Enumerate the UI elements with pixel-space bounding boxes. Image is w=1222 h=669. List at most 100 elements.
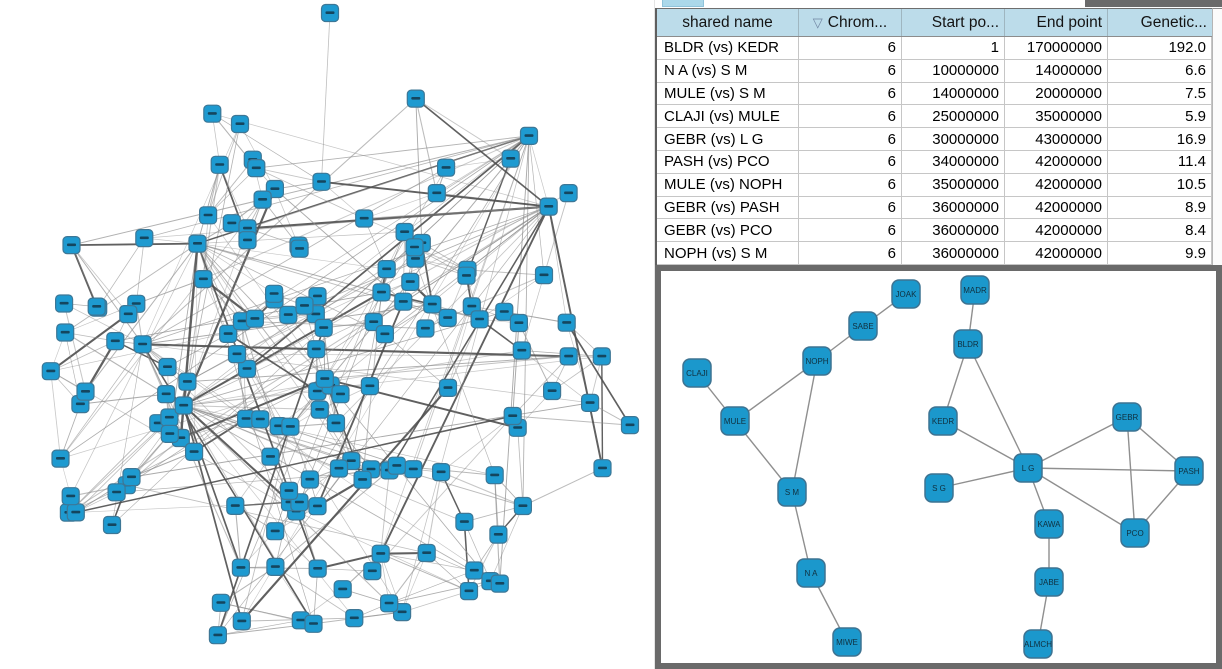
network-edge[interactable] — [371, 206, 550, 572]
network-node[interactable] — [375, 325, 394, 344]
network-edge[interactable] — [60, 344, 143, 459]
network-edge[interactable] — [317, 552, 381, 570]
network-edge[interactable] — [415, 98, 423, 244]
network-edge[interactable] — [219, 164, 248, 229]
network-node[interactable] — [503, 406, 522, 426]
network-node[interactable]: PCO — [1120, 518, 1150, 548]
network-node[interactable] — [56, 323, 75, 342]
network-node[interactable] — [231, 558, 250, 577]
network-edge[interactable] — [71, 244, 144, 345]
table-row[interactable]: BLDR (vs) KEDR 6 1 170000000 192.0 — [657, 37, 1212, 60]
network-node[interactable] — [519, 126, 539, 146]
network-edge[interactable] — [71, 244, 129, 315]
network-node[interactable] — [237, 359, 257, 378]
network-edge[interactable] — [126, 484, 427, 554]
network-node[interactable] — [261, 447, 280, 466]
network-edge[interactable] — [401, 135, 530, 613]
network-edge[interactable] — [464, 521, 491, 582]
column-header-genetic[interactable]: Genetic... — [1108, 9, 1212, 36]
network-edge[interactable] — [70, 243, 198, 497]
network-edge[interactable] — [60, 199, 263, 459]
network-node[interactable]: N A — [796, 558, 826, 588]
network-node[interactable] — [559, 347, 578, 366]
network-edge[interactable] — [203, 135, 530, 280]
column-header-end-point[interactable]: End point — [1005, 9, 1108, 36]
network-edge[interactable] — [246, 368, 280, 427]
network-node[interactable] — [203, 104, 222, 123]
network-node[interactable] — [438, 378, 458, 397]
network-edge[interactable] — [330, 206, 549, 386]
network-node[interactable] — [245, 309, 264, 328]
network-node[interactable] — [107, 483, 126, 502]
network-node[interactable] — [247, 159, 266, 178]
dense-network-canvas[interactable] — [0, 0, 655, 669]
network-edge[interactable] — [63, 303, 143, 345]
network-node[interactable] — [290, 239, 309, 258]
network-edge[interactable] — [256, 135, 530, 169]
network-node[interactable] — [310, 400, 329, 419]
network-node[interactable] — [490, 574, 509, 593]
network-edge[interactable] — [512, 322, 520, 417]
network-edge[interactable] — [142, 98, 417, 345]
network-node[interactable] — [281, 417, 300, 436]
network-node[interactable] — [501, 149, 520, 168]
network-edge[interactable] — [380, 553, 403, 613]
network-edge[interactable] — [967, 343, 1029, 469]
network-node[interactable] — [539, 197, 558, 216]
network-node[interactable] — [219, 324, 238, 343]
network-node[interactable] — [308, 559, 327, 578]
network-edge[interactable] — [601, 356, 604, 469]
network-edge[interactable] — [380, 135, 530, 554]
table-row[interactable]: MULE (vs) S M 6 14000000 20000000 7.5 — [657, 82, 1212, 106]
network-edge[interactable] — [321, 12, 331, 182]
network-edge[interactable] — [50, 371, 61, 459]
network-edge[interactable] — [75, 415, 513, 514]
network-edge[interactable] — [468, 534, 499, 592]
network-node[interactable] — [157, 385, 176, 404]
network-edge[interactable] — [415, 97, 550, 208]
network-edge[interactable] — [207, 159, 254, 216]
network-node[interactable] — [300, 470, 319, 489]
network-node[interactable] — [372, 283, 391, 302]
network-node[interactable] — [333, 580, 352, 599]
network-node[interactable] — [226, 496, 245, 515]
network-node[interactable] — [353, 470, 372, 489]
network-node[interactable] — [222, 214, 241, 233]
column-header-start-point[interactable]: Start po... — [902, 9, 1005, 36]
network-edge[interactable] — [464, 505, 524, 523]
network-node[interactable] — [580, 393, 600, 412]
network-node[interactable] — [534, 266, 554, 285]
network-node[interactable] — [266, 557, 285, 577]
network-node[interactable] — [210, 155, 229, 174]
network-node[interactable] — [542, 381, 562, 401]
network-edge[interactable] — [528, 135, 550, 207]
network-node[interactable] — [308, 497, 327, 516]
network-edge[interactable] — [274, 188, 299, 246]
network-node[interactable]: MULE — [720, 406, 750, 436]
network-node[interactable] — [371, 544, 390, 563]
network-node[interactable] — [401, 272, 420, 291]
network-edge[interactable] — [1027, 416, 1128, 469]
network-edge[interactable] — [197, 243, 275, 295]
network-edge[interactable] — [504, 311, 567, 324]
network-node[interactable]: ALMCH — [1023, 629, 1053, 659]
network-edge[interactable] — [388, 570, 475, 604]
network-edge[interactable] — [142, 344, 500, 584]
network-edge[interactable] — [479, 274, 545, 320]
network-node[interactable] — [87, 297, 106, 316]
filter-funnel-icon[interactable]: ▽ — [812, 15, 823, 30]
table-row[interactable]: MULE (vs) NOPH 6 35000000 42000000 10.5 — [657, 173, 1212, 197]
network-edge[interactable] — [274, 188, 404, 303]
network-node[interactable] — [232, 612, 251, 631]
table-row[interactable]: NOPH (vs) S M 6 36000000 42000000 9.9 — [657, 242, 1212, 265]
network-node[interactable] — [377, 260, 396, 279]
network-edge[interactable] — [142, 343, 591, 404]
network-edge[interactable] — [183, 311, 505, 406]
network-edge[interactable] — [227, 333, 318, 392]
network-node[interactable] — [304, 614, 323, 633]
network-node[interactable] — [307, 340, 326, 359]
network-node[interactable] — [279, 481, 299, 500]
network-edge[interactable] — [1126, 416, 1136, 534]
network-node[interactable] — [51, 449, 70, 468]
network-node[interactable] — [465, 561, 484, 580]
